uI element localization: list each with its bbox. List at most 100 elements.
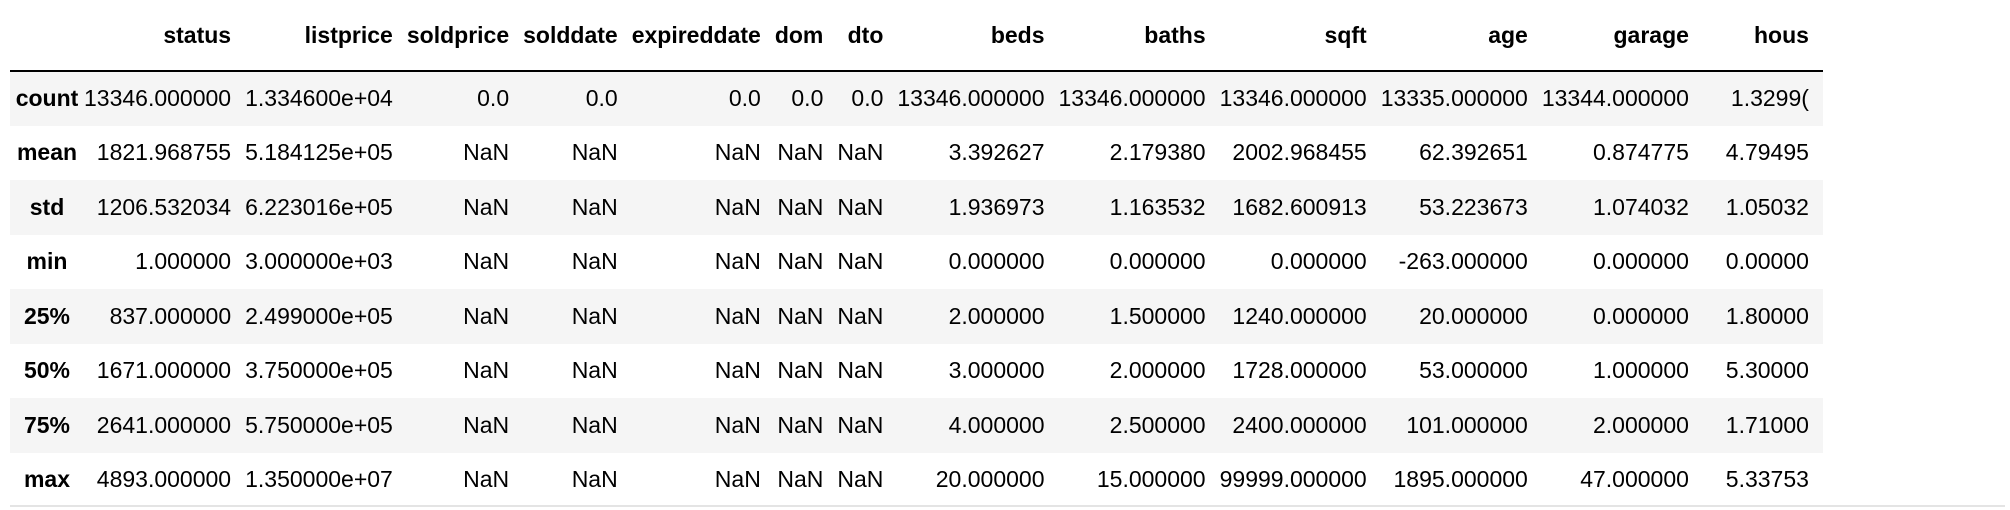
table-cell: 3.000000e+03 (245, 248, 393, 275)
table-cell: 5.33753 (1725, 466, 1809, 493)
table-cell: 2.500000 (1109, 411, 1206, 438)
table-cell: 2.000000 (1109, 357, 1206, 384)
table-row: count 13346.000000 1.334600e+04 0.0 0.0 0.0 0.… (10, 71, 1823, 126)
table-cell: 1.500000 (1109, 302, 1206, 329)
table-row: 50% 1671.000000 3.750000e+05 NaN NaN NaN NaN Na… (10, 344, 1823, 399)
table-row: 75% 2641.000000 5.750000e+05 NaN NaN NaN NaN Na… (10, 398, 1823, 453)
table-cell: 99999.000000 (1219, 466, 1367, 493)
table-cell: 1.334600e+04 (245, 85, 393, 112)
table-cell: NaN (777, 193, 824, 220)
table-cell: 0.0 (477, 85, 510, 112)
table-cell: NaN (837, 302, 884, 329)
table-cell: -263.000000 (1398, 248, 1528, 275)
table-cell: 101.000000 (1406, 411, 1528, 438)
table-cell: 2.179380 (1109, 139, 1206, 166)
column-header: soldprice (406, 0, 524, 72)
table-cell: 3.392627 (948, 139, 1045, 166)
header-row: status listprice soldprice solddate expiredd… (10, 0, 1823, 72)
table-cell: 3.750000e+05 (245, 357, 393, 384)
table-cell: NaN (571, 357, 618, 384)
table-cell: 62.392651 (1419, 139, 1528, 166)
table-cell: NaN (714, 248, 761, 275)
table-cell: 13346.000000 (84, 85, 232, 112)
row-label: count (15, 85, 79, 112)
table-cell: 1.074032 (1593, 193, 1689, 220)
table-cell: 4893.000000 (96, 466, 232, 493)
table-cell: NaN (463, 302, 510, 329)
table-cell: 1.71000 (1725, 411, 1809, 438)
table-cell: NaN (837, 466, 884, 493)
table-cell: NaN (714, 357, 761, 384)
table-cell: 20.000000 (1419, 302, 1528, 329)
table-cell: NaN (777, 411, 824, 438)
table-cell: NaN (777, 139, 824, 166)
table-cell: NaN (463, 139, 510, 166)
table-cell: 20.000000 (935, 466, 1045, 493)
table-cell: NaN (714, 466, 761, 493)
table-cell: 13346.000000 (1219, 85, 1367, 112)
table-cell: 53.223673 (1419, 193, 1528, 220)
table-cell: 1895.000000 (1393, 466, 1528, 493)
column-header: baths (1058, 0, 1220, 72)
table-cell: 0.000000 (1593, 248, 1689, 275)
table-cell: 0.0 (851, 85, 884, 112)
table-cell: 13346.000000 (897, 85, 1045, 112)
table-cell: 2400.000000 (1232, 411, 1367, 438)
table-cell: NaN (571, 139, 618, 166)
column-header: expireddate (631, 0, 775, 72)
row-label: max (23, 466, 71, 493)
table-cell: 1.000000 (135, 248, 232, 275)
table-cell: NaN (571, 411, 618, 438)
table-cell: 6.223016e+05 (245, 193, 393, 220)
table-cell: 3.000000 (948, 357, 1045, 384)
table-cell: 0.000000 (948, 248, 1045, 275)
table-cell: 0.000000 (1109, 248, 1206, 275)
table-cell: 5.184125e+05 (245, 139, 393, 166)
table-cell: 0.874775 (1593, 139, 1689, 166)
column-header: garage (1541, 0, 1703, 72)
table-cell: 2.000000 (1593, 411, 1689, 438)
table-cell: 1821.968755 (96, 139, 232, 166)
table-cell: NaN (571, 302, 618, 329)
table-cell: 1.05032 (1725, 193, 1809, 220)
describe-table: status listprice soldprice solddate expiredd… (10, 0, 1823, 507)
table-cell: 1682.600913 (1232, 193, 1367, 220)
column-header: dto (837, 0, 898, 72)
column-header: sqft (1219, 0, 1381, 72)
row-label: mean (16, 139, 78, 166)
dataframe-output: status listprice soldprice solddate expiredd… (10, 0, 2005, 510)
table-cell: 837.000000 (109, 302, 232, 329)
table-cell: NaN (571, 466, 618, 493)
table-cell: 15.000000 (1096, 466, 1206, 493)
table-cell: 1671.000000 (96, 357, 232, 384)
table-cell: NaN (777, 357, 824, 384)
column-header: hous (1702, 0, 1823, 72)
table-cell: 1728.000000 (1232, 357, 1367, 384)
table-cell: 4.79495 (1725, 139, 1809, 166)
column-header: status (84, 0, 246, 72)
table-cell: 1206.532034 (96, 193, 232, 220)
row-label: min (26, 248, 68, 275)
table-cell: 13344.000000 (1541, 85, 1689, 112)
table-cell: 1.000000 (1593, 357, 1689, 384)
table-cell: 4.000000 (948, 411, 1045, 438)
table-cell: 2002.968455 (1232, 139, 1367, 166)
row-label: 25% (23, 302, 71, 329)
column-header: listprice (245, 0, 407, 72)
table-row: 25% 837.000000 2.499000e+05 NaN NaN NaN NaN NaN… (10, 289, 1823, 344)
table-cell: 2641.000000 (96, 411, 232, 438)
index-header (10, 0, 84, 72)
table-row: std 1206.532034 6.223016e+05 NaN NaN NaN NaN Na… (10, 180, 1823, 235)
table-row: mean 1821.968755 5.184125e+05 NaN NaN NaN NaN N… (10, 126, 1823, 181)
table-cell: NaN (837, 193, 884, 220)
row-label: 75% (23, 411, 71, 438)
table-cell: NaN (463, 466, 510, 493)
table-cell: 0.0 (728, 85, 761, 112)
table-cell: 1.80000 (1725, 302, 1809, 329)
column-header: solddate (523, 0, 632, 72)
column-header: beds (897, 0, 1059, 72)
table-cell: 0.0 (585, 85, 618, 112)
table-cell: NaN (714, 411, 761, 438)
horizontal-scrollbar-track[interactable] (10, 505, 2005, 507)
table-body: count 13346.000000 1.334600e+04 0.0 0.0 0.0 0.… (10, 71, 1823, 507)
